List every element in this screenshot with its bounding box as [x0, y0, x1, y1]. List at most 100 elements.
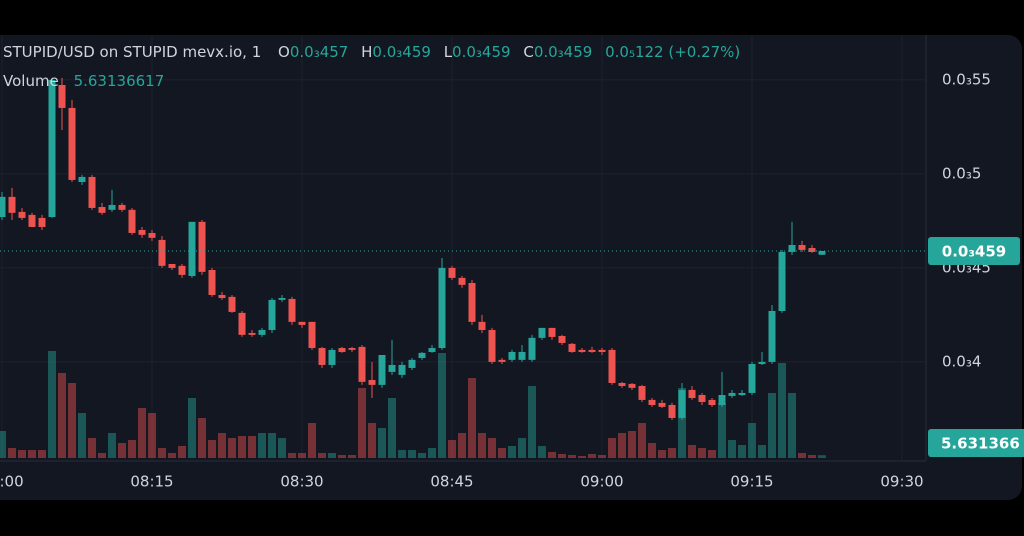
- volume-bar: [688, 445, 696, 458]
- ohlc-value: 0.0₃459: [372, 43, 431, 61]
- volume-bar: [158, 448, 166, 458]
- candle-body: [8, 196, 16, 213]
- y-tick-label: 0.0₃55: [942, 70, 991, 88]
- candle-body: [48, 79, 56, 217]
- candle-body: [638, 385, 646, 400]
- candle-body: [728, 392, 736, 396]
- candle-body: [488, 329, 496, 362]
- volume-bar: [0, 431, 6, 458]
- candle-body: [198, 221, 206, 272]
- candle-body: [208, 270, 216, 296]
- volume-pane: [0, 351, 826, 458]
- volume-bar: [168, 453, 176, 458]
- volume-bar: [8, 448, 16, 458]
- candle-body: [218, 295, 226, 299]
- candle-body: [188, 221, 196, 277]
- candle-body: [568, 343, 576, 352]
- candle-body: [328, 349, 336, 365]
- volume-bar: [18, 450, 26, 458]
- volume-bar: [298, 453, 306, 458]
- candle-body: [168, 263, 176, 268]
- x-tick-label: 09:00: [580, 473, 623, 491]
- candle-body: [158, 239, 166, 266]
- ohlc-value: 0.0₃459: [452, 43, 511, 61]
- candle-body: [818, 251, 826, 255]
- volume-tag-bg: [928, 429, 1024, 457]
- candle-body: [528, 337, 536, 360]
- volume-bar: [418, 453, 426, 458]
- volume-value: 5.63136617: [74, 72, 165, 90]
- volume-bar: [468, 378, 476, 458]
- volume-bar: [378, 428, 386, 458]
- volume-bar: [478, 433, 486, 458]
- candle-body: [508, 351, 516, 360]
- ohlc-label: C: [523, 43, 533, 61]
- volume-bar: [488, 438, 496, 458]
- volume-bar: [668, 448, 676, 458]
- candle-body: [738, 392, 746, 396]
- candle-body: [58, 85, 66, 108]
- volume-bar: [118, 443, 126, 458]
- candle-body: [598, 349, 606, 352]
- price-tags: 0.0₃459 5.631366: [928, 237, 1024, 457]
- volume-bar: [408, 450, 416, 458]
- volume-bar: [48, 351, 56, 458]
- candle-body: [558, 335, 566, 343]
- volume-bar: [618, 433, 626, 458]
- candle-body: [0, 196, 6, 217]
- volume-bar: [188, 398, 196, 458]
- candle-body: [38, 217, 46, 227]
- volume-bar: [138, 408, 146, 458]
- candle-body: [148, 232, 156, 238]
- x-tick-label: 08:15: [130, 473, 173, 491]
- volume-bar: [248, 436, 256, 458]
- candle-body: [298, 321, 306, 325]
- candle-body: [648, 399, 656, 405]
- candle-body: [788, 244, 796, 252]
- last-price-tag-bg: [928, 237, 1020, 266]
- volume-bar: [518, 438, 526, 458]
- volume-bar: [68, 383, 76, 458]
- volume-bar: [678, 388, 686, 458]
- candle-body: [228, 296, 236, 312]
- candle-body: [128, 209, 136, 233]
- candle-body: [498, 359, 506, 362]
- volume-bar: [88, 438, 96, 458]
- volume-bar: [78, 413, 86, 458]
- x-tick-label: 08:45: [430, 473, 473, 491]
- candle-body: [108, 204, 116, 210]
- volume-bar: [458, 433, 466, 458]
- candle-body: [618, 382, 626, 386]
- candle-body: [658, 402, 666, 407]
- volume-bar: [728, 440, 736, 458]
- candle-body: [548, 327, 556, 337]
- volume-bar: [448, 440, 456, 458]
- y-tick-label: 0.0₃5: [942, 164, 981, 182]
- volume-bar: [348, 455, 356, 458]
- volume-bar: [428, 448, 436, 458]
- candle-body: [348, 348, 356, 350]
- candle-body: [178, 265, 186, 275]
- candle-body: [98, 207, 106, 213]
- x-tick-label: 08:30: [280, 473, 323, 491]
- candle-body: [68, 107, 76, 180]
- axes: 0.0₃40.0₃450.0₃50.0₃5508:0008:1508:3008:…: [0, 70, 991, 490]
- volume-bar: [698, 448, 706, 458]
- volume-bar: [578, 456, 586, 458]
- volume-bar: [308, 423, 316, 458]
- candle-body: [318, 348, 326, 365]
- candle-body: [668, 404, 676, 418]
- x-tick-label: 09:30: [880, 473, 923, 491]
- volume-bar: [38, 450, 46, 458]
- candle-body: [378, 354, 386, 385]
- change-value: 0.0₅122 (+0.27%): [605, 43, 740, 61]
- candle-body: [428, 348, 436, 352]
- volume-bar: [258, 433, 266, 458]
- volume-bar: [538, 446, 546, 458]
- volume-bar: [708, 450, 716, 458]
- candle-body: [248, 332, 256, 335]
- volume-bar: [438, 353, 446, 458]
- candle-body: [268, 299, 276, 330]
